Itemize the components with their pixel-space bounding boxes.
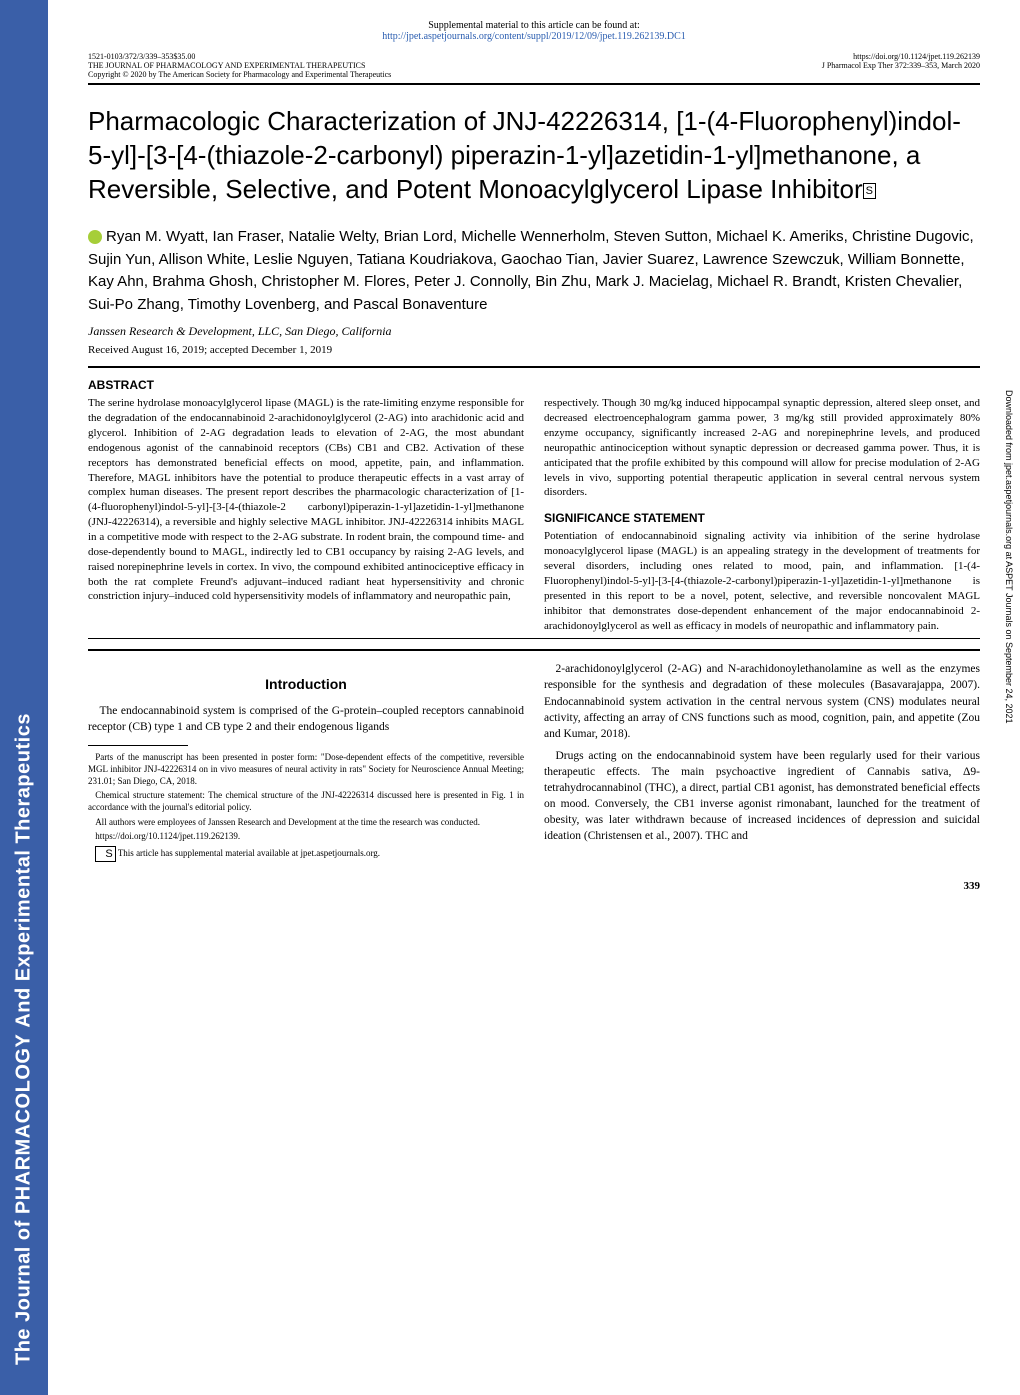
issn-price: 1521-0103/372/3/339–353$35.00 [88,52,195,61]
supplemental-notice: Supplemental material to this article ca… [88,20,980,42]
title-text: Pharmacologic Characterization of JNJ-42… [88,106,961,204]
footnote-4: https://doi.org/10.1124/jpet.119.262139. [88,831,524,843]
intro-p3: Drugs acting on the endocannabinoid syst… [544,748,980,845]
footnote-3: All authors were employees of Janssen Re… [88,817,524,829]
article-title: Pharmacologic Characterization of JNJ-42… [88,105,980,206]
affiliation: Janssen Research & Development, LLC, San… [88,324,980,339]
sidebar-prefix: The Journal of [13,1214,35,1365]
footnote-1: Parts of the manuscript has been present… [88,752,524,787]
abstract-col1: The serine hydrolase monoacylglycerol li… [88,396,524,633]
intro-col1: Introduction The endocannabinoid system … [88,661,524,865]
introduction-heading: Introduction [88,675,524,695]
header-left: 1521-0103/372/3/339–353$35.00 THE JOURNA… [88,52,391,79]
header-right: https://doi.org/10.1124/jpet.119.262139 … [822,52,980,79]
header-metadata: 1521-0103/372/3/339–353$35.00 THE JOURNA… [88,52,980,85]
abstract-text-col2: respectively. Though 30 mg/kg induced hi… [544,397,980,498]
received-dates: Received August 16, 2019; accepted Decem… [88,344,980,356]
intro-columns: Introduction The endocannabinoid system … [88,661,980,865]
citation: J Pharmacol Exp Ther 372:339–353, March … [822,61,980,70]
supplemental-icon-footnote: S [95,846,116,862]
divider-abstract-bottom1 [88,638,980,639]
page-number: 339 [88,880,980,892]
page-content: Supplemental material to this article ca… [48,0,1020,922]
abstract-columns: The serine hydrolase monoacylglycerol li… [88,396,980,633]
sidebar-highlight: PHARMACOLOGY [13,1034,35,1214]
supplemental-icon: S [863,183,876,199]
footnote-separator [88,745,188,746]
footnote-2: Chemical structure statement: The chemic… [88,790,524,813]
authors-text: Ryan M. Wyatt, Ian Fraser, Natalie Welty… [88,228,974,313]
intro-col2: 2-arachidonoylglycerol (2-AG) and N-arac… [544,661,980,865]
supplemental-link[interactable]: http://jpet.aspetjournals.org/content/su… [382,31,686,42]
footnote-5: S This article has supplemental material… [88,846,524,862]
abstract-col2: respectively. Though 30 mg/kg induced hi… [544,396,980,633]
author-list: Ryan M. Wyatt, Ian Fraser, Natalie Welty… [88,226,980,316]
abstract-text-col1: The serine hydrolase monoacylglycerol li… [88,397,524,602]
copyright: Copyright © 2020 by The American Society… [88,70,391,79]
supplemental-text: Supplemental material to this article ca… [428,20,640,31]
orcid-icon[interactable] [88,230,102,244]
divider-abstract-bottom2 [88,649,980,651]
sidebar-text: The Journal of PHARMACOLOGY And Experime… [13,713,36,1365]
divider-top [88,366,980,368]
footnotes: Parts of the manuscript has been present… [88,752,524,862]
journal-name-header: THE JOURNAL OF PHARMACOLOGY AND EXPERIME… [88,61,365,70]
significance-text: Potentiation of endocannabinoid signalin… [544,530,980,631]
doi-link[interactable]: https://doi.org/10.1124/jpet.119.262139 [853,52,980,61]
abstract-label: ABSTRACT [88,378,980,392]
intro-p2: 2-arachidonoylglycerol (2-AG) and N-arac… [544,661,980,741]
sidebar-suffix: And Experimental Therapeutics [13,713,35,1028]
significance-label: SIGNIFICANCE STATEMENT [544,510,980,526]
footnote-5-text: This article has supplemental material a… [118,848,380,858]
journal-sidebar: The Journal of PHARMACOLOGY And Experime… [0,0,48,1395]
intro-p1: The endocannabinoid system is comprised … [88,703,524,735]
